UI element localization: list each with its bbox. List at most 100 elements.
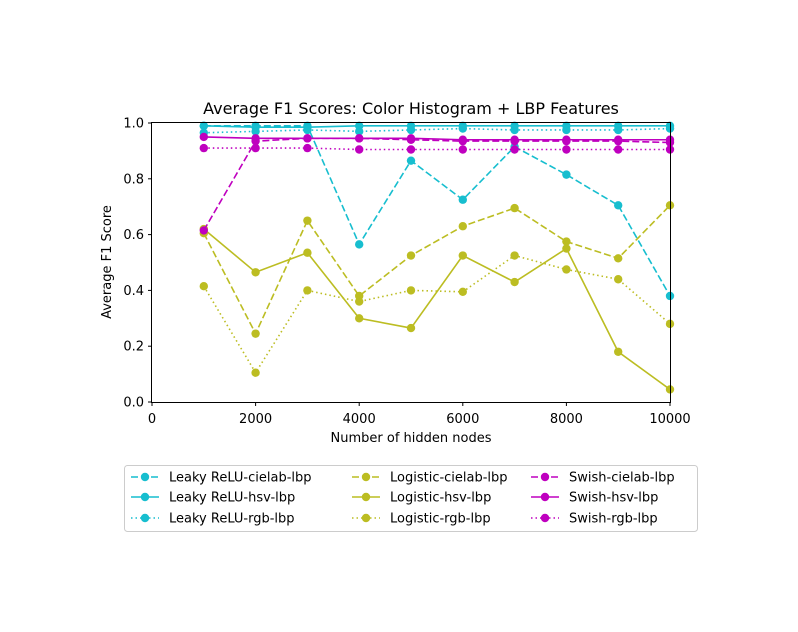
legend-label: Swish-cielab-lbp (569, 471, 675, 486)
series-line (203, 137, 671, 231)
legend-item-logistic-hsv-lbp: Logistic-hsv-lbp (352, 491, 491, 506)
data-point (303, 248, 312, 257)
series-line (203, 124, 670, 128)
y-tick-label: 0.0 (123, 396, 144, 411)
data-point (355, 134, 364, 143)
series-line (203, 204, 671, 336)
series-logistic-rgb-lbp (199, 251, 675, 377)
series-line (203, 147, 670, 151)
data-point (614, 347, 623, 356)
data-point (562, 125, 571, 135)
data-point (303, 216, 312, 225)
data-point (199, 121, 208, 130)
data-point (406, 145, 416, 154)
legend-marker (140, 513, 150, 523)
data-point (510, 135, 519, 144)
x-tick-label: 10000 (649, 412, 690, 427)
data-point (510, 251, 519, 260)
data-point (614, 275, 623, 284)
legend-frame (124, 465, 698, 532)
legend-label: Logistic-rgb-lbp (390, 512, 491, 527)
legend-marker (540, 472, 550, 482)
legend-marker (540, 513, 550, 523)
data-point (562, 145, 571, 154)
legend-marker (361, 492, 371, 502)
data-point (355, 127, 364, 136)
x-tick-label: 0 (148, 412, 156, 427)
series-line (203, 254, 671, 375)
x-tick-label: 8000 (550, 412, 583, 427)
data-point (458, 124, 467, 133)
x-axis: 0 2000 4000 6000 8000 10000 (148, 402, 691, 427)
legend-label: Leaky ReLU-cielab-lbp (169, 471, 312, 486)
data-point (614, 201, 623, 210)
x-tick-label: 4000 (343, 412, 376, 427)
data-point (303, 143, 312, 153)
data-point (458, 135, 467, 144)
legend-label: Leaky ReLU-rgb-lbp (169, 512, 295, 527)
data-point (303, 134, 312, 143)
y-tick-label: 0.4 (123, 284, 144, 299)
series-swish-hsv-lbp (199, 132, 675, 144)
legend: Leaky ReLU-cielab-lbp Leaky ReLU-hsv-lbp L… (124, 465, 698, 532)
y-tick-label: 0.6 (123, 228, 144, 243)
y-tick-label: 0.2 (123, 340, 144, 355)
legend-item-leaky-relu-rgb-lbp: Leaky ReLU-rgb-lbp (131, 512, 295, 527)
legend-marker (140, 492, 150, 502)
data-point (355, 297, 364, 306)
legend-marker (361, 513, 371, 523)
data-point (562, 170, 571, 179)
data-point (406, 134, 416, 143)
data-point (303, 286, 312, 295)
series-line (203, 136, 670, 141)
series-leaky-relu-hsv-lbp (199, 121, 675, 132)
data-point (510, 203, 519, 213)
legend-label: Logistic-cielab-lbp (390, 471, 508, 486)
legend-label: Leaky ReLU-hsv-lbp (169, 491, 295, 506)
data-point (251, 268, 260, 277)
chart-title: Average F1 Scores: Color Histogram + LBP… (203, 99, 619, 118)
legend-marker (361, 472, 371, 482)
data-point (251, 134, 260, 143)
data-point (199, 143, 208, 153)
data-point (458, 222, 467, 231)
data-point (199, 282, 208, 291)
data-point (355, 145, 364, 154)
data-point (562, 265, 571, 274)
data-point (406, 251, 416, 260)
legend-item-logistic-cielab-lbp: Logistic-cielab-lbp (352, 471, 508, 486)
data-point (510, 145, 519, 154)
series-group (199, 121, 675, 394)
legend-item-swish-cielab-lbp: Swish-cielab-lbp (531, 471, 675, 486)
data-point (406, 156, 416, 165)
data-point (251, 127, 260, 136)
legend-label: Logistic-hsv-lbp (390, 491, 491, 506)
legend-label: Swish-rgb-lbp (569, 512, 658, 527)
y-tick-label: 1.0 (123, 117, 144, 132)
data-point (510, 277, 519, 287)
y-axis: 0.0 0.2 0.4 0.6 0.8 1.0 (123, 117, 152, 411)
series-logistic-cielab-lbp (199, 201, 675, 338)
x-tick-label: 6000 (446, 412, 479, 427)
data-point (251, 143, 260, 153)
y-tick-label: 0.8 (123, 172, 144, 187)
data-point (458, 195, 467, 204)
y-axis-label: Average F1 Score (100, 205, 115, 319)
data-point (251, 368, 260, 377)
legend-item-swish-hsv-lbp: Swish-hsv-lbp (531, 491, 658, 506)
data-point (199, 132, 208, 142)
data-point (355, 314, 364, 323)
series-swish-cielab-lbp (199, 134, 675, 235)
series-swish-rgb-lbp (199, 143, 675, 154)
legend-marker (540, 492, 550, 502)
data-point (458, 145, 467, 154)
legend-item-logistic-rgb-lbp: Logistic-rgb-lbp (352, 512, 491, 527)
x-axis-label: Number of hidden nodes (331, 431, 492, 446)
data-point (614, 145, 623, 154)
series-leaky-relu-rgb-lbp (199, 124, 675, 137)
legend-label: Swish-hsv-lbp (569, 491, 658, 506)
data-point (562, 135, 571, 144)
data-point (458, 251, 467, 260)
legend-item-leaky-relu-hsv-lbp: Leaky ReLU-hsv-lbp (131, 491, 295, 506)
data-point (355, 240, 364, 249)
